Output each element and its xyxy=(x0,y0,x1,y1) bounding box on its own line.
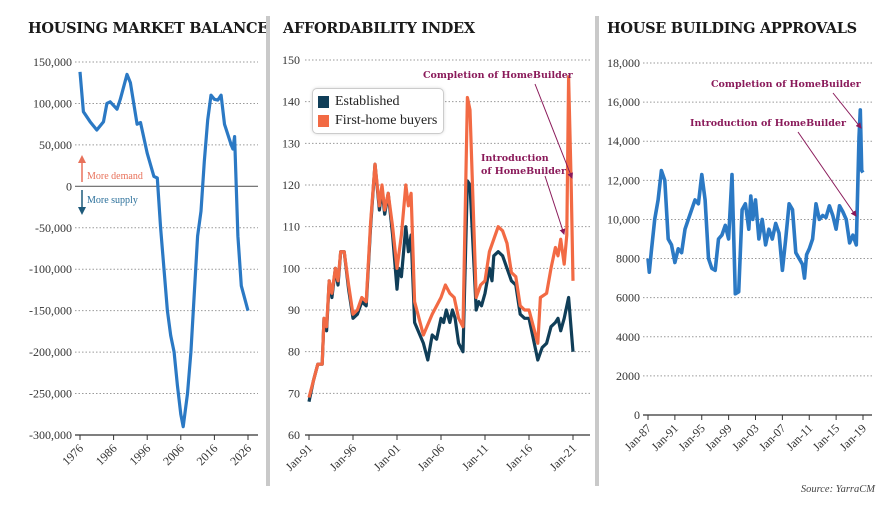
legend-label: Established xyxy=(335,93,400,109)
legend-swatch xyxy=(318,95,329,108)
panel-divider xyxy=(595,16,599,486)
x-tick-label: 1996 xyxy=(126,441,153,468)
annotation-introduction: Introduction of HomeBuilder xyxy=(690,118,847,129)
y-tick-label: 2000 xyxy=(616,369,640,383)
legend-label: First-home buyers xyxy=(335,112,438,128)
y-tick-label: 90 xyxy=(288,303,300,317)
x-tick-label: Jan-03 xyxy=(729,421,762,454)
down-arrowhead-icon xyxy=(78,207,86,215)
more-demand-label: More demand xyxy=(87,171,143,182)
y-tick-label: 16,000 xyxy=(607,95,640,109)
panel-divider xyxy=(266,16,270,486)
annotation-arrow xyxy=(534,83,573,179)
y-tick-label: 130 xyxy=(282,136,300,150)
y-tick-label: 8000 xyxy=(616,252,640,266)
x-tick-label: Jan-15 xyxy=(810,421,843,454)
x-tick-label: 2016 xyxy=(194,441,221,468)
x-tick-label: 1986 xyxy=(93,441,120,468)
y-tick-label: -250,000 xyxy=(29,387,72,401)
annotation-arrow xyxy=(832,92,862,129)
x-tick-label: Jan-07 xyxy=(756,421,789,454)
more-supply-label: More supply xyxy=(87,195,138,206)
title-house-building-approvals: HOUSE BUILDING APPROVALS xyxy=(607,20,857,37)
y-tick-label: 140 xyxy=(282,95,300,109)
y-tick-label: 80 xyxy=(288,345,300,359)
series-line-first-home-buyers xyxy=(307,75,575,398)
y-tick-label: 0 xyxy=(66,179,72,193)
title-affordability-index: AFFORDABILITY INDEX xyxy=(283,20,475,37)
legend-item-first-home: First-home buyers xyxy=(318,111,443,130)
y-tick-label: -200,000 xyxy=(29,345,72,359)
y-tick-label: 10,000 xyxy=(607,212,640,226)
x-tick-label: Jan-01 xyxy=(371,441,404,474)
y-tick-label: 60 xyxy=(288,428,300,442)
x-tick-label: Jan-06 xyxy=(415,441,448,474)
y-tick-label: 4000 xyxy=(616,330,640,344)
legend-item-established: Established xyxy=(318,92,443,111)
annotation-arrow xyxy=(797,131,857,217)
up-arrowhead-icon xyxy=(78,155,86,163)
y-tick-label: -150,000 xyxy=(29,304,72,318)
x-tick-label: 2026 xyxy=(227,441,254,468)
y-tick-label: 12,000 xyxy=(607,173,640,187)
y-tick-label: 14,000 xyxy=(607,134,640,148)
y-tick-label: 150,000 xyxy=(33,55,72,69)
source-note: Source: YarraCM xyxy=(800,484,875,495)
chart-2: 18,000 16,000 14,000 12,000 10,000 8000 6000 40… xyxy=(607,56,872,454)
x-tick-label: Jan-11 xyxy=(783,421,815,453)
x-tick-label: 2006 xyxy=(160,441,187,468)
y-tick-label: 120 xyxy=(282,178,300,192)
series-line-housing-market-balance xyxy=(78,71,250,429)
annotation-introduction-line2: of HomeBuilder xyxy=(481,166,567,177)
y-tick-label: 6000 xyxy=(616,291,640,305)
annotation-completion: Completion of HomeBuilder xyxy=(711,79,862,90)
x-tick-label: Jan-16 xyxy=(503,441,536,474)
x-tick-label: 1976 xyxy=(59,441,86,468)
y-tick-label: -100,000 xyxy=(29,262,72,276)
annotation-arrow xyxy=(544,175,566,235)
y-tick-label: 110 xyxy=(282,220,300,234)
y-tick-label: 150 xyxy=(282,53,300,67)
annotation-introduction: Introduction xyxy=(481,153,549,164)
y-tick-label: 70 xyxy=(288,386,300,400)
y-tick-label: -300,000 xyxy=(29,428,72,442)
x-tick-label: Jan-19 xyxy=(837,421,870,454)
annotation-completion: Completion of HomeBuilder xyxy=(423,70,574,81)
x-tick-label: Jan-87 xyxy=(622,421,655,454)
chart-0: 150,000 100,000 50,000 0 -50,000 -100,000 -150… xyxy=(29,55,258,468)
y-tick-label: -50,000 xyxy=(35,221,72,235)
y-tick-label: 18,000 xyxy=(607,56,640,70)
x-tick-label: Jan-99 xyxy=(702,421,735,454)
x-tick-label: Jan-21 xyxy=(547,441,580,474)
x-tick-label: Jan-91 xyxy=(648,421,681,454)
x-tick-label: Jan-91 xyxy=(283,441,316,474)
y-tick-label: 50,000 xyxy=(39,138,72,152)
x-tick-label: Jan-95 xyxy=(675,421,708,454)
y-tick-label: 100,000 xyxy=(33,96,72,110)
legend: Established First-home buyers xyxy=(312,88,444,134)
legend-swatch xyxy=(318,114,329,127)
x-tick-label: Jan-11 xyxy=(459,441,491,473)
series-line-house-building-approvals xyxy=(646,108,865,296)
x-tick-label: Jan-96 xyxy=(327,441,360,474)
y-tick-label: 100 xyxy=(282,261,300,275)
y-tick-label: 0 xyxy=(634,408,640,422)
title-housing-market-balance: HOUSING MARKET BALANCE xyxy=(28,20,268,37)
